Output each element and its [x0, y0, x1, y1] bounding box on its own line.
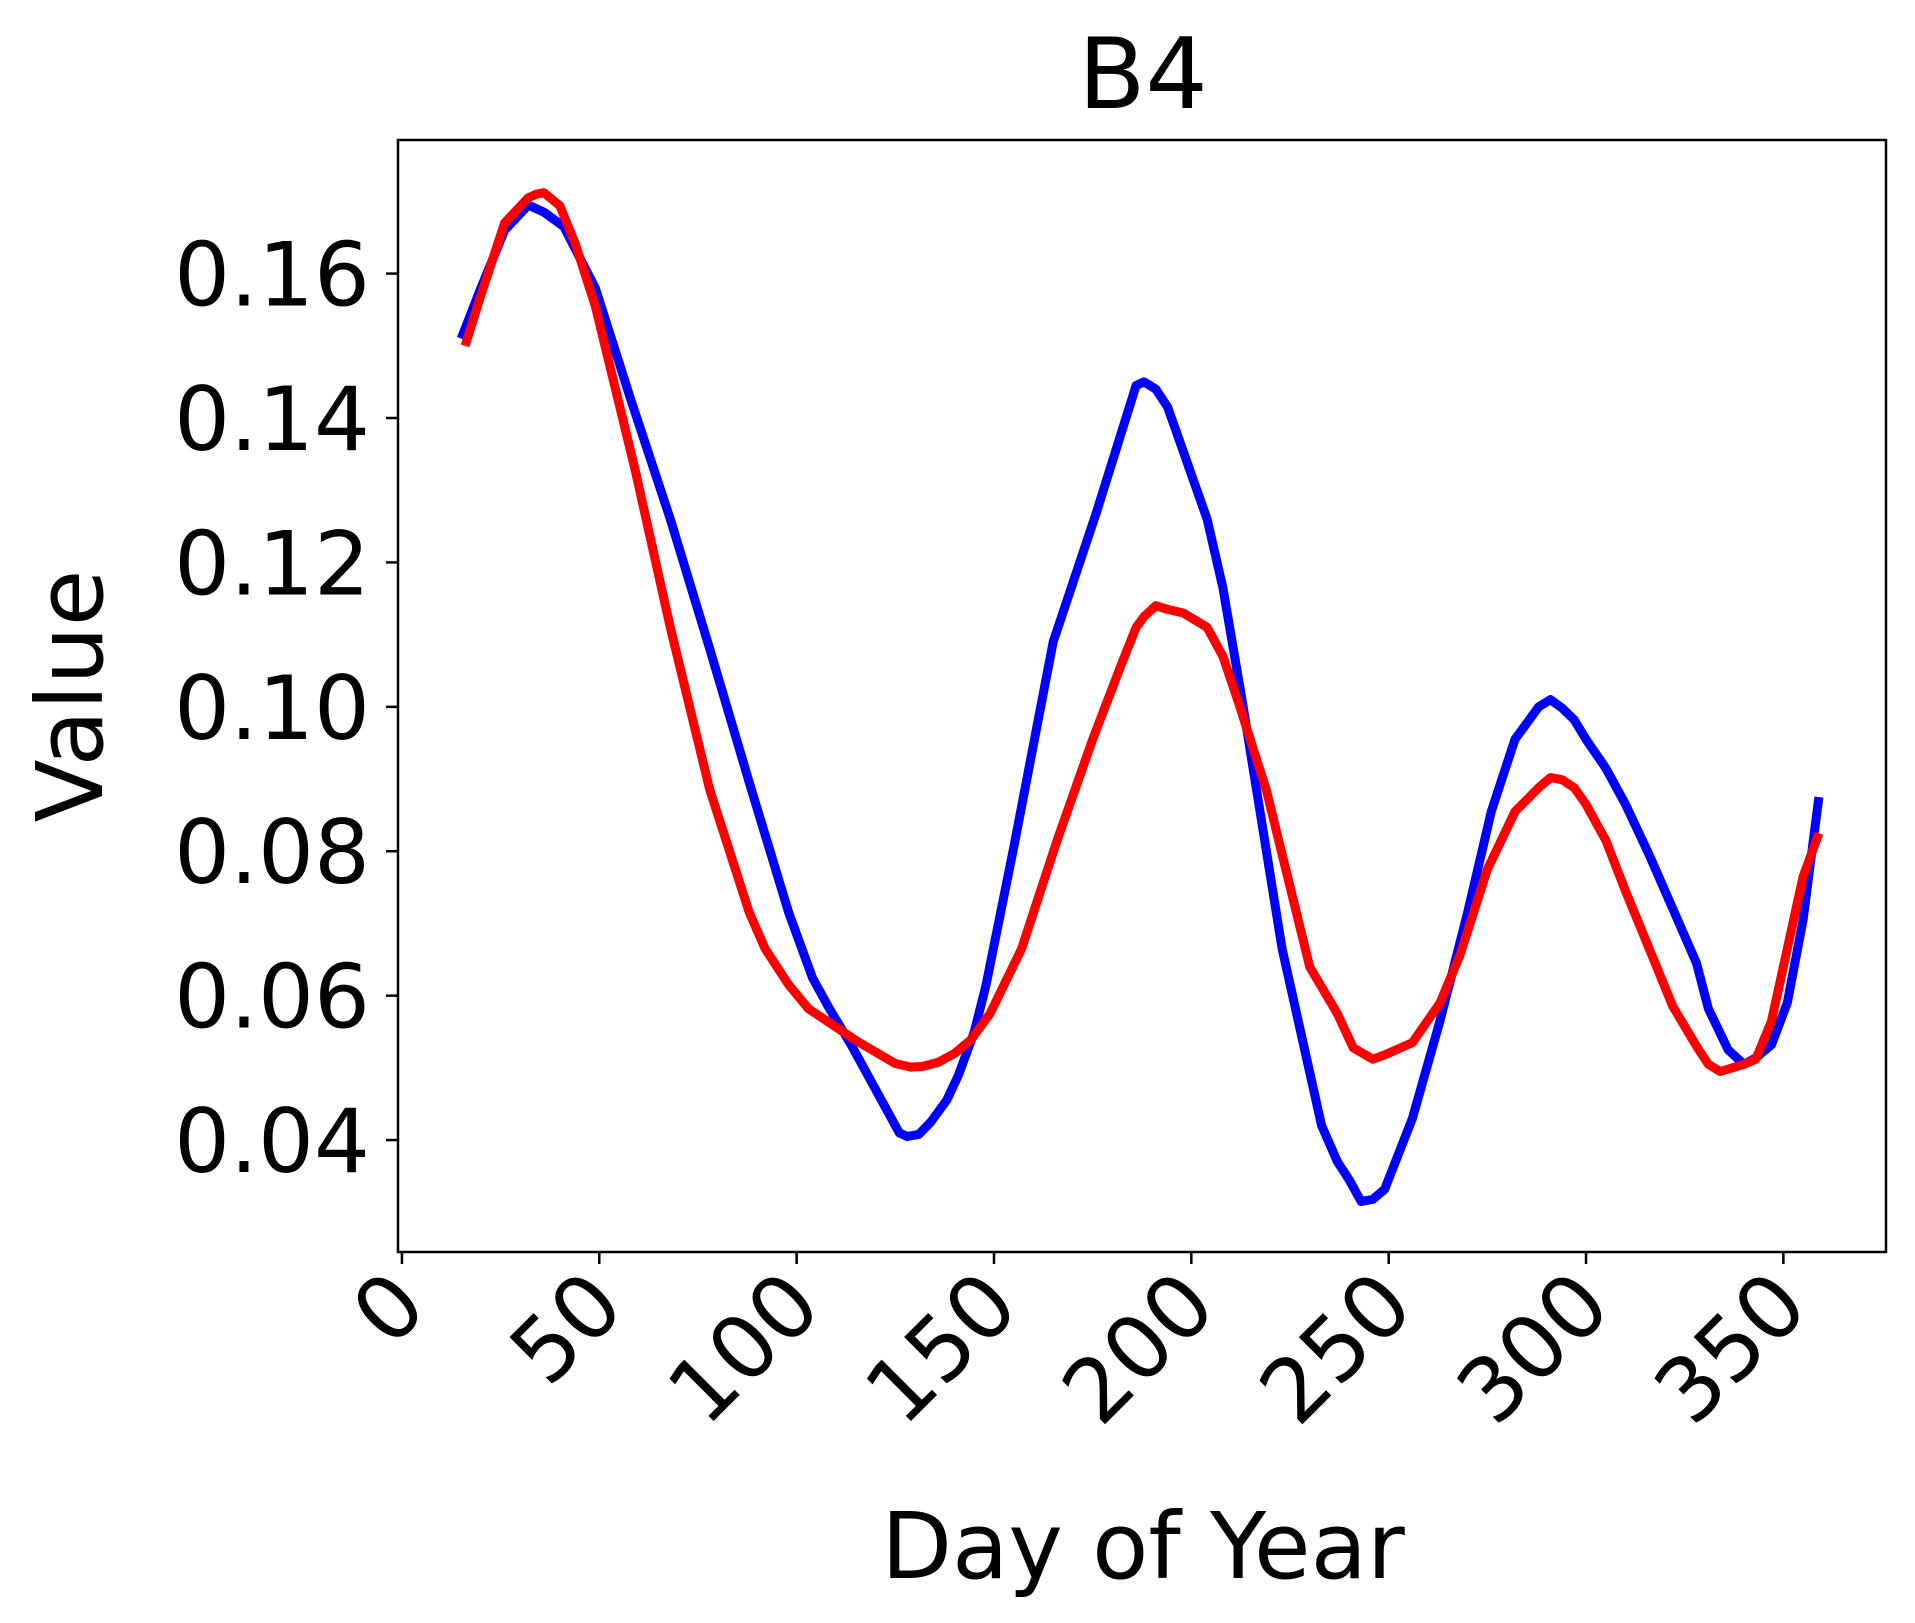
y-axis-label: Value	[17, 570, 124, 823]
chart-title: B4	[1078, 18, 1208, 132]
y-tick-label: 0.10	[174, 657, 370, 760]
series-layer	[457, 188, 1824, 1206]
y-tick-label: 0.12	[174, 512, 370, 615]
y-tick-label: 0.14	[174, 368, 370, 471]
y-tick-label: 0.04	[174, 1090, 370, 1193]
y-tick-label: 0.16	[174, 224, 370, 327]
x-axis-label: Day of Year	[881, 1493, 1405, 1600]
series-line-2	[460, 188, 1824, 1076]
y-tick-label: 0.08	[174, 801, 370, 904]
y-tick-label: 0.06	[174, 946, 370, 1049]
plot-frame	[396, 138, 1888, 1254]
series-line-1	[457, 200, 1824, 1206]
y-axis: 0.04 0.06 0.08 0.10 0.12 0.14 0.16	[174, 224, 398, 1193]
